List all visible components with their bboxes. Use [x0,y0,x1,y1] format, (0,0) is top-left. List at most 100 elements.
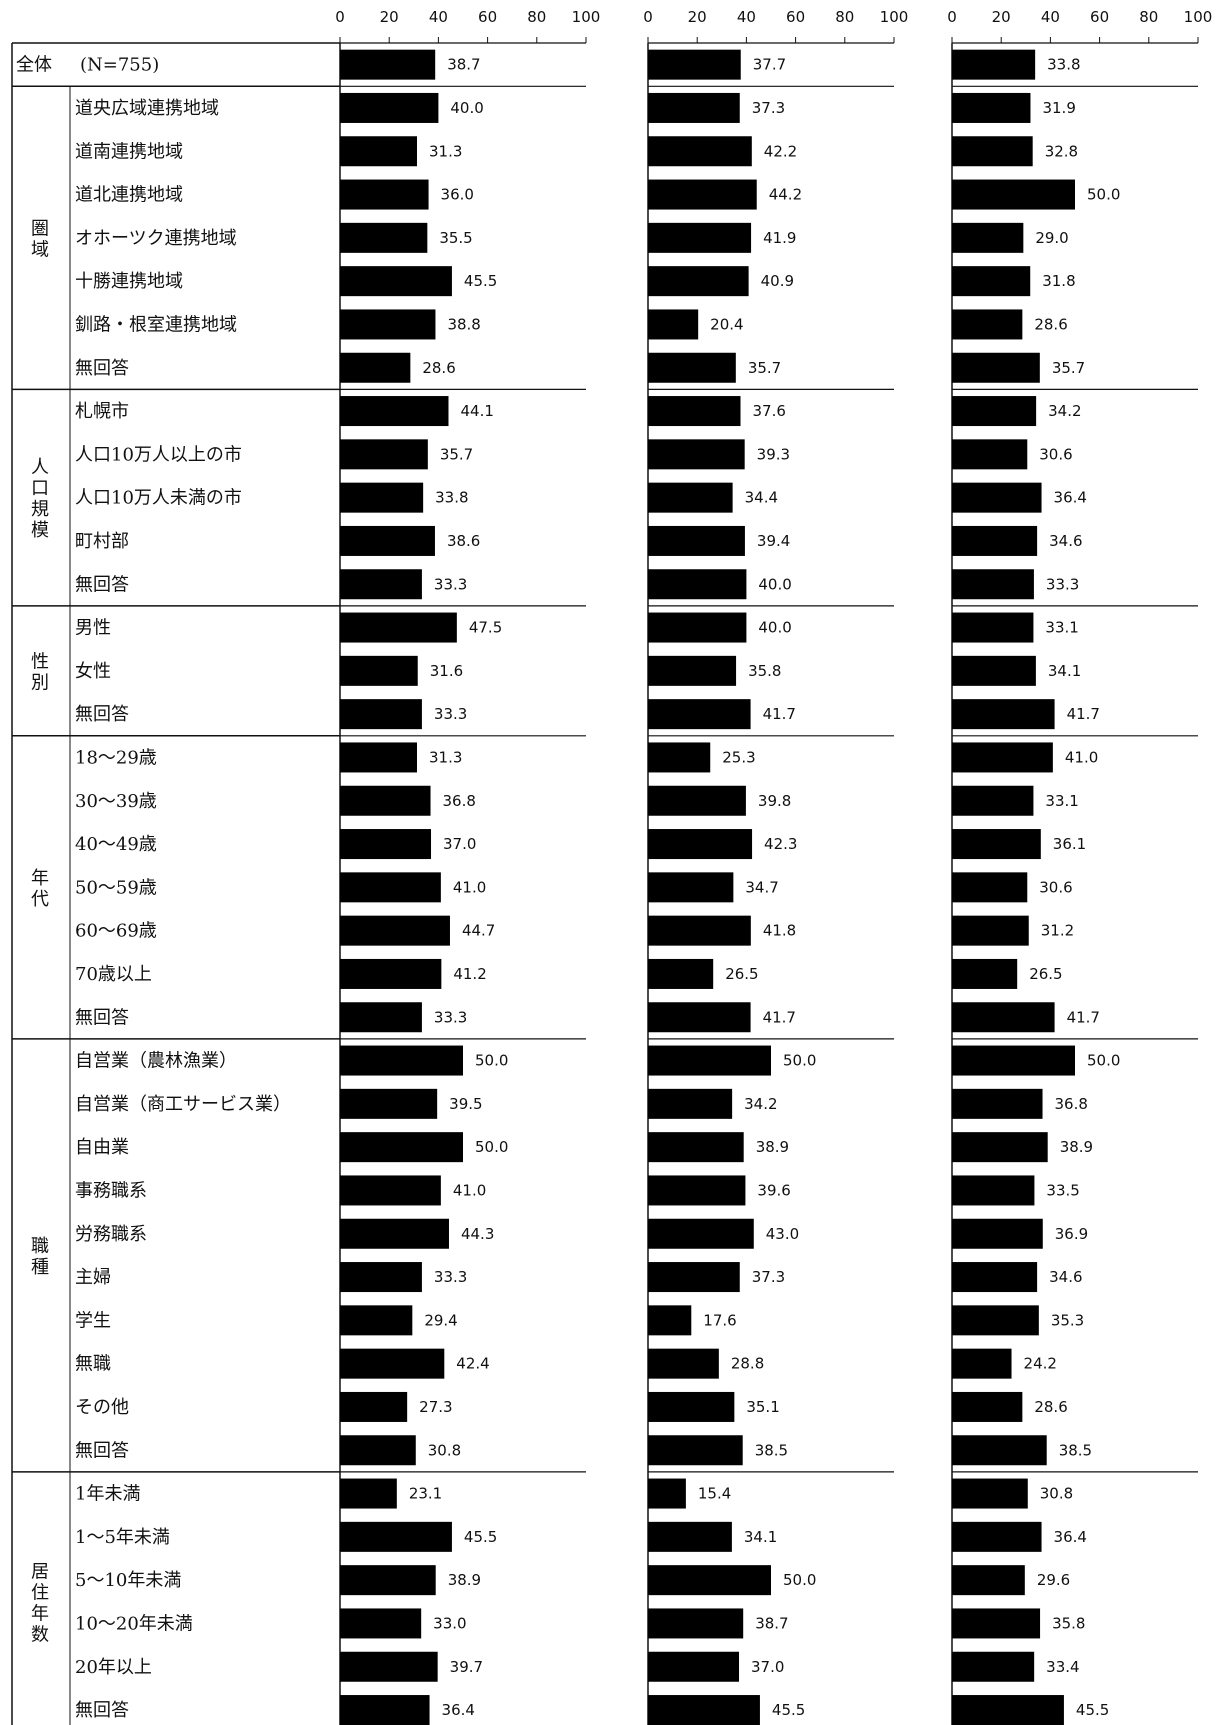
value-label: 38.9 [448,1571,481,1589]
value-label: 44.7 [462,922,495,940]
value-label: 34.2 [744,1095,777,1113]
value-label: 45.5 [464,272,497,290]
bar [340,1565,436,1596]
value-label: 26.5 [725,965,758,983]
bar [340,1651,438,1682]
value-label: 33.1 [1045,619,1078,637]
bar [648,1435,743,1466]
value-label: 29.4 [424,1311,457,1329]
value-label: 30.8 [1040,1485,1073,1503]
bar [340,915,450,946]
x-tick-label: 20 [688,8,707,26]
bar [648,1175,746,1206]
bar [340,92,439,123]
bar [340,958,442,989]
group-label: 性別 [31,651,49,693]
bar [340,1002,422,1033]
value-label: 41.2 [453,965,486,983]
bar [648,612,747,643]
group-label: 年代 [31,868,49,910]
value-label: 45.5 [772,1701,805,1719]
bar [952,179,1075,210]
value-label: 35.7 [748,359,781,377]
value-label: 38.9 [756,1138,789,1156]
bar [648,222,752,253]
x-tick-label: 80 [527,8,546,26]
value-label: 31.3 [429,748,462,766]
row-label: 人口10万人未満の市 [75,488,242,509]
bar [952,1695,1064,1725]
bar [648,1608,744,1639]
x-tick-label: 80 [835,8,854,26]
value-label: 36.9 [1055,1225,1088,1243]
bar [340,1348,445,1379]
bar [952,136,1033,167]
bar [648,179,757,210]
value-label: 31.2 [1041,922,1074,940]
value-label: 39.8 [758,792,791,810]
row-label: オホーツク連携地域 [75,228,237,249]
value-label: 44.3 [461,1225,494,1243]
value-label: 41.0 [453,1181,486,1199]
row-label: 労務職系 [75,1224,147,1245]
bar [340,1305,413,1336]
bar [952,1175,1035,1206]
value-label: 31.6 [430,662,463,680]
x-tick-label: 0 [947,8,957,26]
bar [648,1695,760,1725]
bar [648,785,746,816]
value-label: 38.7 [447,56,480,74]
value-label: 35.7 [440,445,473,463]
bar [340,569,422,600]
value-label: 39.5 [449,1095,482,1113]
value-label: 38.9 [1060,1138,1093,1156]
x-tick-label: 40 [737,8,756,26]
row-label: 事務職系 [75,1180,147,1201]
group-label: 圏域 [31,218,49,260]
bar [648,569,747,600]
value-label: 40.0 [450,99,483,117]
value-label: 35.1 [746,1398,779,1416]
bar [648,829,753,860]
value-label: 45.5 [1076,1701,1109,1719]
bar [952,92,1031,123]
row-label: 60～69歳 [75,921,157,942]
value-label: 34.6 [1049,532,1082,550]
value-label: 47.5 [469,619,502,637]
value-label: 37.3 [752,99,785,117]
value-label: 50.0 [1087,1052,1120,1070]
row-label: 10～20年未満 [75,1613,193,1634]
value-label: 38.8 [447,315,480,333]
row-label: 十勝連携地域 [75,271,183,292]
value-label: 38.5 [1059,1441,1092,1459]
x-tick-label: 0 [335,8,345,26]
value-label: 37.7 [753,56,786,74]
group-label: 人口規模 [31,457,49,541]
bar [952,1305,1039,1336]
bar [648,699,751,730]
value-label: 41.8 [763,922,796,940]
bar [952,1218,1043,1249]
value-label: 26.5 [1029,965,1062,983]
x-tick-label: 100 [1184,8,1213,26]
x-tick-label: 100 [572,8,601,26]
value-label: 23.1 [409,1485,442,1503]
value-label: 33.8 [1047,56,1080,74]
bar [952,1262,1038,1293]
value-label: 35.8 [748,662,781,680]
bar [340,699,422,730]
bar [952,439,1028,470]
row-label: 18～29歳 [75,747,157,768]
bar [340,1391,408,1422]
row-label: その他 [75,1397,129,1418]
value-label: 30.6 [1039,878,1072,896]
bar [340,309,436,340]
value-label: 30.6 [1039,445,1072,463]
row-label: 無回答 [75,704,129,725]
x-tick-label: 60 [1090,8,1109,26]
bar [952,655,1036,686]
value-label: 38.5 [755,1441,788,1459]
bar [648,92,740,123]
value-label: 34.2 [1048,402,1081,420]
value-label: 28.6 [1034,1398,1067,1416]
